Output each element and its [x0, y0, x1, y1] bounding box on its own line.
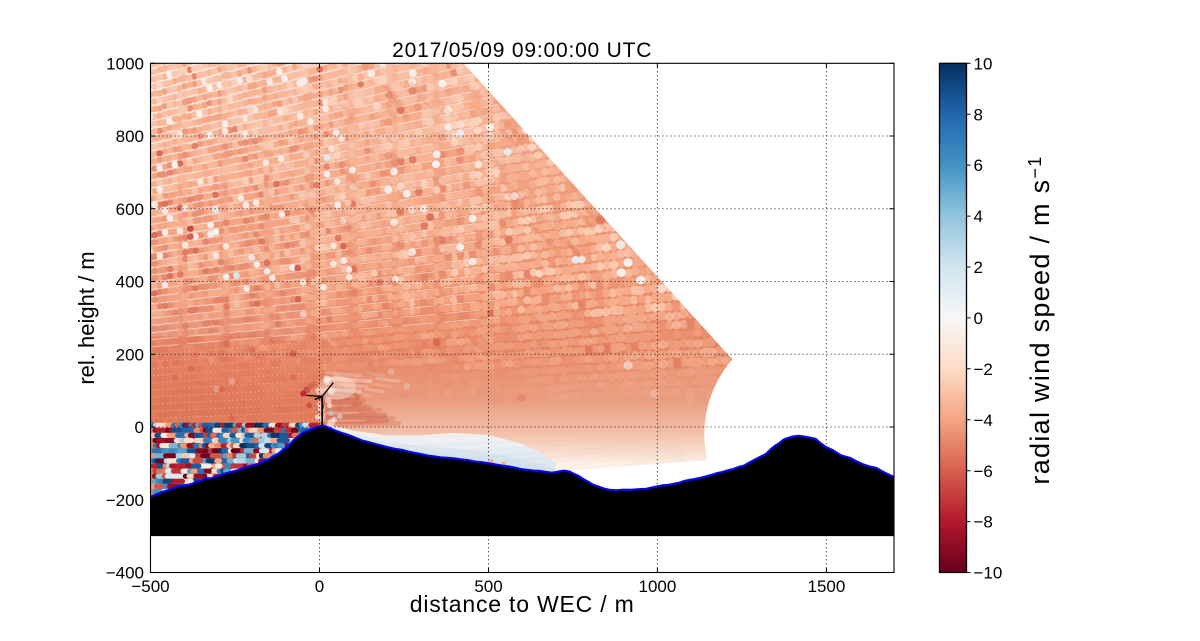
svg-text:0: 0 — [974, 309, 983, 328]
svg-text:1000: 1000 — [638, 577, 676, 596]
svg-text:800: 800 — [116, 127, 144, 146]
svg-text:0: 0 — [315, 577, 324, 596]
svg-text:200: 200 — [116, 345, 144, 364]
svg-text:600: 600 — [116, 200, 144, 219]
svg-text:distance to WEC / m: distance to WEC / m — [410, 591, 635, 617]
svg-text:−200: −200 — [106, 491, 144, 510]
svg-text:1500: 1500 — [807, 577, 845, 596]
svg-text:8: 8 — [974, 105, 983, 124]
svg-text:−8: −8 — [974, 513, 993, 532]
svg-text:6: 6 — [974, 156, 983, 175]
svg-text:400: 400 — [116, 273, 144, 292]
svg-text:2: 2 — [974, 258, 983, 277]
svg-text:0: 0 — [135, 418, 144, 437]
svg-text:−10: −10 — [974, 564, 1003, 583]
svg-text:−400: −400 — [106, 564, 144, 583]
svg-text:−2: −2 — [974, 360, 993, 379]
svg-text:rel. height / m: rel. height / m — [74, 251, 99, 384]
svg-text:10: 10 — [974, 54, 993, 73]
svg-text:−4: −4 — [974, 411, 993, 430]
svg-text:radial wind speed / m s−1: radial wind speed / m s−1 — [1025, 155, 1055, 484]
svg-text:1000: 1000 — [106, 54, 144, 73]
svg-text:2017/05/09 09:00:00 UTC: 2017/05/09 09:00:00 UTC — [392, 39, 652, 62]
svg-text:500: 500 — [474, 577, 502, 596]
svg-text:−6: −6 — [974, 462, 993, 481]
svg-text:−500: −500 — [131, 577, 169, 596]
svg-text:4: 4 — [974, 207, 983, 226]
